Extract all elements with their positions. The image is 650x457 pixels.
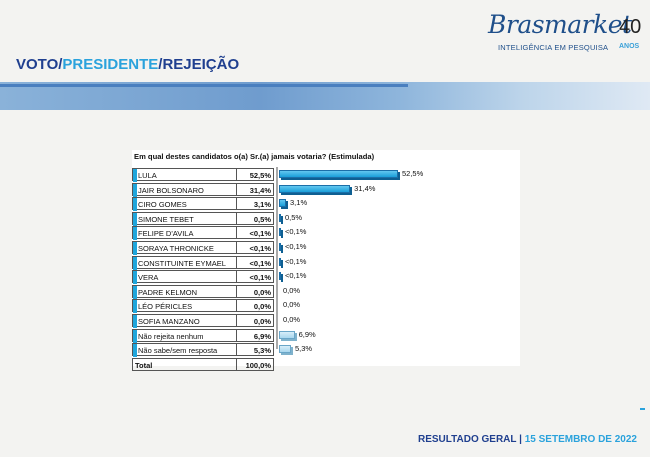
value-cell: 5,3%: [236, 343, 274, 357]
bar-data-label: <0,1%: [285, 271, 307, 281]
category-label: Não rejeita nenhum: [132, 328, 236, 343]
value-cell: 0,0%: [236, 314, 274, 327]
value-cell: 0,0%: [236, 299, 274, 313]
table-row: Não rejeita nenhum 6,9%: [132, 328, 406, 343]
title-voto: VOTO: [16, 56, 59, 73]
category-label: FELIPE D'AVILA: [132, 226, 236, 241]
title-rejeicao: REJEIÇÃO: [162, 56, 240, 73]
chart-title: Em qual destes candidatos o(a) Sr.(a) ja…: [134, 152, 375, 161]
category-label: Não sabe/sem resposta: [132, 343, 236, 358]
table-row: CONSTITUINTE EYMAEL <0,1%: [132, 255, 406, 270]
row-marker: [133, 300, 137, 314]
bar-data-label: 52,5%: [402, 169, 424, 178]
bar-data-label: 5,3%: [295, 344, 313, 354]
category-label: CIRO GOMES: [132, 197, 236, 212]
value-cell: 3,1%: [236, 197, 274, 211]
row-marker: [133, 227, 137, 241]
category-label: CONSTITUINTE EYMAEL: [132, 255, 236, 270]
category-label: VERA: [132, 270, 236, 285]
total-value: 100,0%: [236, 357, 274, 371]
bar: [279, 184, 351, 193]
category-label: SIMONE TEBET: [132, 211, 236, 226]
row-marker: [133, 271, 137, 285]
table-row: SIMONE TEBET 0,5%: [132, 211, 406, 226]
bar: [279, 170, 398, 178]
bar-data-label: 0,0%: [283, 315, 301, 324]
table-row: LÉO PÉRICLES 0,0%: [132, 299, 406, 314]
category-label: LÉO PÉRICLES: [132, 299, 236, 314]
bar: [279, 228, 281, 237]
bar-data-label: <0,1%: [285, 256, 307, 266]
row-marker: [133, 329, 137, 343]
bar-data-label: 0,5%: [285, 212, 303, 222]
value-cell: <0,1%: [236, 255, 274, 269]
logo-subtitle: INTELIGÊNCIA EM PESQUISA: [498, 43, 609, 52]
title-separator: /: [58, 56, 63, 73]
row-marker: [133, 198, 137, 212]
table-row: SOFIA MANZANO 0,0%: [132, 314, 406, 328]
row-marker: [133, 344, 137, 358]
title-separator: /: [158, 56, 163, 73]
value-cell: 0,0%: [236, 284, 274, 298]
bar: [279, 199, 287, 208]
chart-axis: [276, 167, 278, 349]
logo-anos: ANOS: [619, 43, 640, 50]
footer-separator: |: [519, 434, 522, 445]
decorative-dash: [640, 408, 645, 410]
brand-logo: Brasmarket 40 INTELIGÊNCIA EM PESQUISA A…: [488, 10, 648, 56]
value-cell: 31,4%: [236, 182, 274, 196]
value-cell: 52,5%: [236, 168, 274, 181]
header-band-line: [0, 84, 408, 87]
rejection-chart: Em qual destes candidatos o(a) Sr.(a) ja…: [132, 150, 520, 371]
row-marker: [133, 212, 137, 226]
bar: [279, 272, 281, 281]
footer: RESULTADO GERAL | 15 SETEMBRO DE 2022: [418, 434, 637, 445]
table-row: CIRO GOMES 3,1%: [132, 197, 406, 212]
bar-data-label: 31,4%: [354, 183, 376, 193]
table-row: FELIPE D'AVILA <0,1%: [132, 226, 406, 241]
row-marker: [133, 183, 137, 197]
bar: [279, 257, 281, 266]
total-label: Total: [132, 357, 236, 371]
bar-data-label: 6,9%: [298, 329, 316, 339]
category-label: JAIR BOLSONARO: [132, 182, 236, 197]
footer-label: RESULTADO GERAL: [418, 434, 517, 445]
row-marker: [133, 285, 137, 299]
title-presidente: PRESIDENTE: [62, 56, 159, 73]
table-row: PADRE KELMON 0,0%: [132, 284, 406, 299]
category-label: SORAYA THRONICKE: [132, 241, 236, 255]
footer-date: 15 SETEMBRO DE 2022: [524, 434, 637, 445]
table-row: Não sabe/sem resposta 5,3%: [132, 343, 406, 358]
bar: [279, 243, 281, 251]
bar: [279, 345, 291, 354]
bar-data-label: <0,1%: [285, 242, 307, 251]
category-label: SOFIA MANZANO: [132, 314, 236, 328]
value-cell: 0,5%: [236, 211, 274, 225]
category-label: PADRE KELMON: [132, 284, 236, 299]
total-row: Total 100,0%: [132, 357, 406, 372]
value-cell: 6,9%: [236, 328, 274, 342]
bar: [279, 330, 295, 339]
bar-data-label: 0,0%: [283, 300, 301, 310]
table-row: SORAYA THRONICKE <0,1%: [132, 241, 406, 255]
value-cell: <0,1%: [236, 270, 274, 284]
table-row: VERA <0,1%: [132, 270, 406, 285]
value-cell: <0,1%: [236, 241, 274, 254]
row-marker: [133, 256, 137, 270]
row-marker: [133, 315, 137, 328]
logo-brand-name: Brasmarket: [488, 10, 632, 39]
row-marker: [133, 169, 137, 182]
bar-data-label: <0,1%: [285, 227, 307, 237]
value-cell: <0,1%: [236, 226, 274, 240]
table-row: JAIR BOLSONARO 31,4%: [132, 182, 406, 197]
bar-data-label: 3,1%: [290, 198, 308, 208]
table-row: LULA 52,5%: [132, 168, 406, 182]
category-label: LULA: [132, 168, 236, 182]
page-title: VOTO/PRESIDENTE/REJEIÇÃO: [16, 56, 239, 73]
row-marker: [133, 242, 137, 255]
logo-years: 40: [619, 16, 642, 38]
bar-data-label: 0,0%: [283, 285, 301, 295]
bar: [279, 213, 281, 222]
